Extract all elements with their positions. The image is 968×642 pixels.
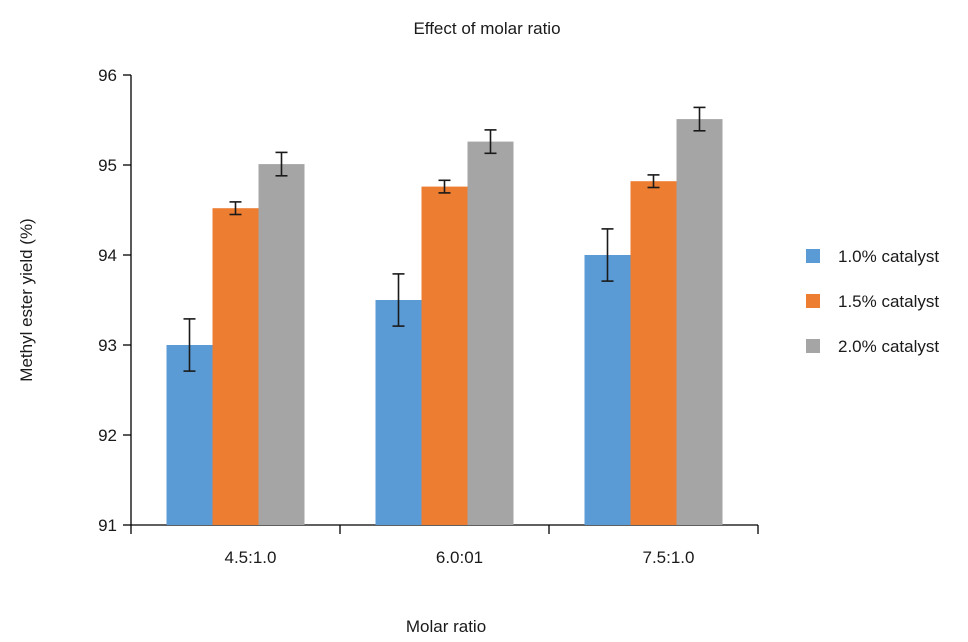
bar xyxy=(676,119,723,525)
y-axis-label: Methyl ester yield (%) xyxy=(17,218,36,381)
legend-label: 2.0% catalyst xyxy=(838,337,939,356)
x-tick-label: 6.0:01 xyxy=(436,548,483,567)
legend-swatch xyxy=(806,249,820,263)
x-tick-label: 7.5:1.0 xyxy=(643,548,695,567)
legend-label: 1.0% catalyst xyxy=(838,247,939,266)
bar xyxy=(375,300,422,525)
bar xyxy=(421,186,468,525)
legend: 1.0% catalyst 1.5% catalyst 2.0% catalyst xyxy=(806,247,939,356)
y-tick-label: 95 xyxy=(98,156,117,175)
bar xyxy=(584,255,631,525)
x-axis-label: Molar ratio xyxy=(406,617,486,636)
bar xyxy=(258,164,305,525)
bar xyxy=(166,345,213,525)
y-tick-label: 94 xyxy=(98,246,117,265)
y-tick-label: 96 xyxy=(98,66,117,85)
plot-layer: 91 92 93 94 95 96 4.5:1.0 6.0:01 7.5:1.0 xyxy=(98,66,759,567)
legend-swatch xyxy=(806,294,820,308)
bar xyxy=(467,141,514,525)
legend-swatch xyxy=(806,339,820,353)
x-tick-label: 4.5:1.0 xyxy=(225,548,277,567)
chart-title: Effect of molar ratio xyxy=(413,19,560,38)
bar xyxy=(630,181,677,525)
legend-label: 1.5% catalyst xyxy=(838,292,939,311)
y-tick-label: 91 xyxy=(98,516,117,535)
y-tick-label: 93 xyxy=(98,336,117,355)
bar xyxy=(212,208,259,525)
y-tick-label: 92 xyxy=(98,426,117,445)
